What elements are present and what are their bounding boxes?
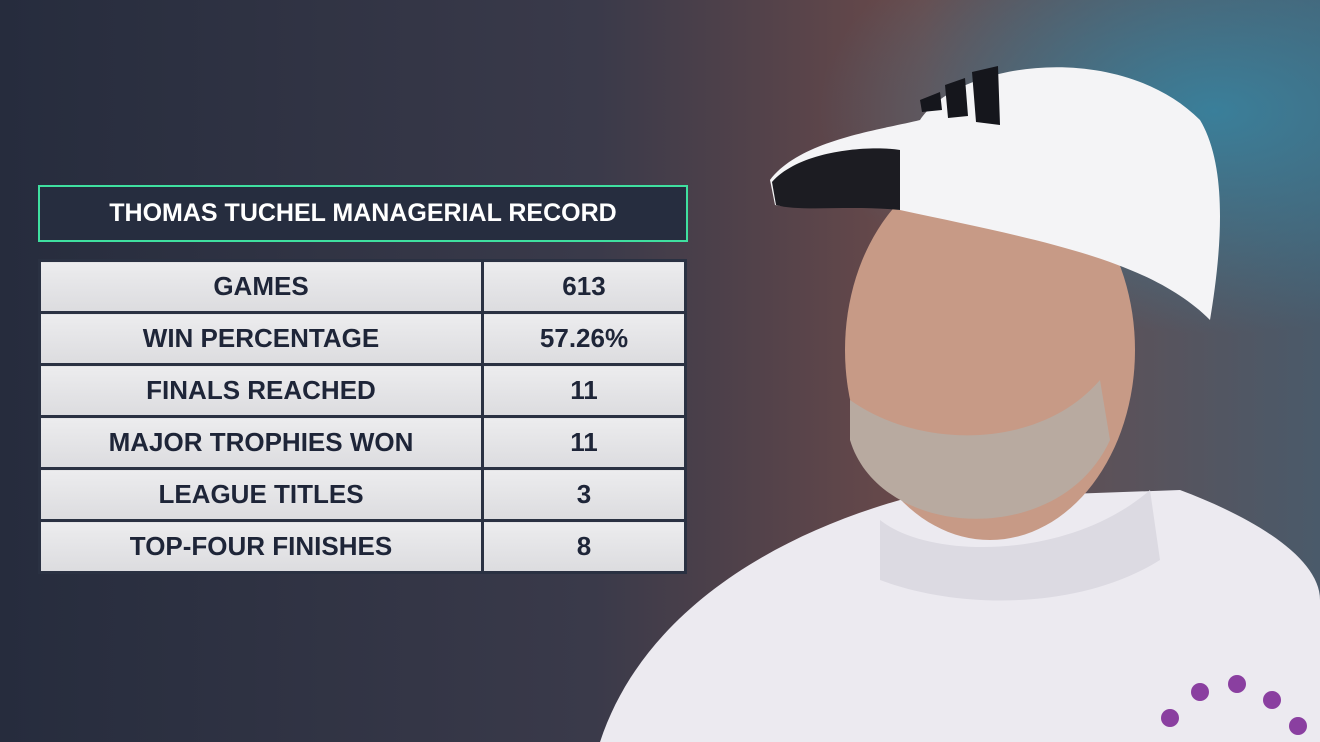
row: WIN PERCENTAGE 57.26% [38, 311, 687, 366]
stat-label: MAJOR TROPHIES WON [38, 415, 484, 470]
row: MAJOR TROPHIES WON 11 [38, 415, 687, 470]
cap-brim-under [772, 148, 900, 210]
stat-label: LEAGUE TITLES [38, 467, 484, 522]
stat-label: WIN PERCENTAGE [38, 311, 484, 366]
stat-value: 11 [481, 363, 687, 418]
stat-value: 57.26% [481, 311, 687, 366]
badge-stars [1161, 675, 1307, 735]
stat-label: TOP-FOUR FINISHES [38, 519, 484, 574]
stats-table: GAMES 613 WIN PERCENTAGE 57.26% FINALS REA… [38, 259, 687, 574]
row: TOP-FOUR FINISHES 8 [38, 519, 687, 574]
stat-label: GAMES [38, 259, 484, 314]
cap [770, 67, 1220, 320]
stat-value: 8 [481, 519, 687, 574]
stat-value: 613 [481, 259, 687, 314]
stat-label: FINALS REACHED [38, 363, 484, 418]
stat-value: 3 [481, 467, 687, 522]
beard [850, 380, 1110, 519]
title-box: THOMAS TUCHEL MANAGERIAL RECORD [38, 185, 688, 242]
stat-value: 11 [481, 415, 687, 470]
row: LEAGUE TITLES 3 [38, 467, 687, 522]
collar [880, 490, 1160, 601]
cap-logo [920, 66, 1000, 125]
row: FINALS REACHED 11 [38, 363, 687, 418]
row: GAMES 613 [38, 259, 687, 314]
title: THOMAS TUCHEL MANAGERIAL RECORD [109, 199, 617, 227]
